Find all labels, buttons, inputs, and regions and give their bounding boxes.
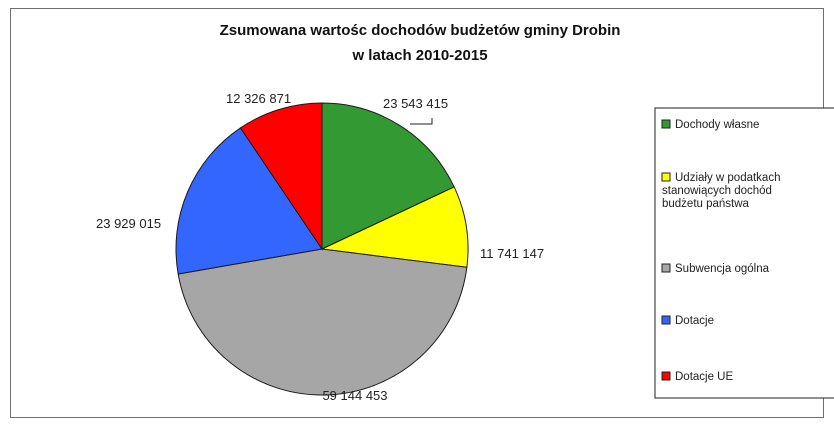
pie-slices: [175, 102, 469, 396]
legend-label-1: Dochody własne: [675, 119, 759, 131]
chart-title: Zsumowana wartośc dochodów budżetów gmin…: [220, 22, 621, 39]
legend-label-3: Subwencja ogólna: [675, 263, 770, 275]
pie-slice-5: [239, 102, 323, 251]
leader-line-1: [410, 118, 433, 125]
legend-swatch-3: [661, 263, 671, 273]
data-label-5: 12 326 871: [226, 91, 291, 106]
legend-label-line: Subwencja ogólna: [675, 263, 770, 275]
pie-slice-1: [321, 102, 455, 250]
legend-label-2: Udziały w podatkach stanowiących dochód bu…: [662, 172, 780, 210]
legend: Dochody własne Udziały w podatkach stanowi…: [654, 107, 834, 399]
legend-label-line: Udziały w podatkach: [675, 172, 780, 184]
data-label-4: 23 929 015: [96, 216, 161, 231]
pie-slice-4: [175, 127, 323, 275]
legend-swatch-2: [661, 172, 671, 182]
data-label-1: 23 543 415: [383, 96, 448, 111]
legend-label-4: Dotacje: [675, 315, 714, 327]
legend-box: [654, 107, 834, 399]
legend-label-line: Dotacje UE: [675, 371, 733, 383]
data-label-3: 59 144 453: [322, 388, 387, 403]
data-labels: 23 543 415 11 741 147 59 144 453 23 929 015…: [96, 91, 544, 403]
legend-label-line: Dochody własne: [675, 119, 759, 131]
pie-slice-3: [177, 248, 468, 396]
legend-label-line: budżetu państwa: [662, 198, 750, 210]
legend-label-5: Dotacje UE: [675, 371, 733, 383]
legend-swatch-5: [661, 371, 671, 381]
data-label-2: 11 741 147: [480, 246, 544, 261]
legend-label-line: Dotacje: [675, 315, 714, 327]
pie-slice-2: [320, 186, 469, 268]
chart-subtitle: w latach 2010-2015: [351, 47, 487, 64]
legend-swatch-4: [661, 315, 671, 325]
legend-swatch-1: [661, 119, 671, 129]
legend-label-line: stanowiących dochód: [662, 185, 772, 197]
